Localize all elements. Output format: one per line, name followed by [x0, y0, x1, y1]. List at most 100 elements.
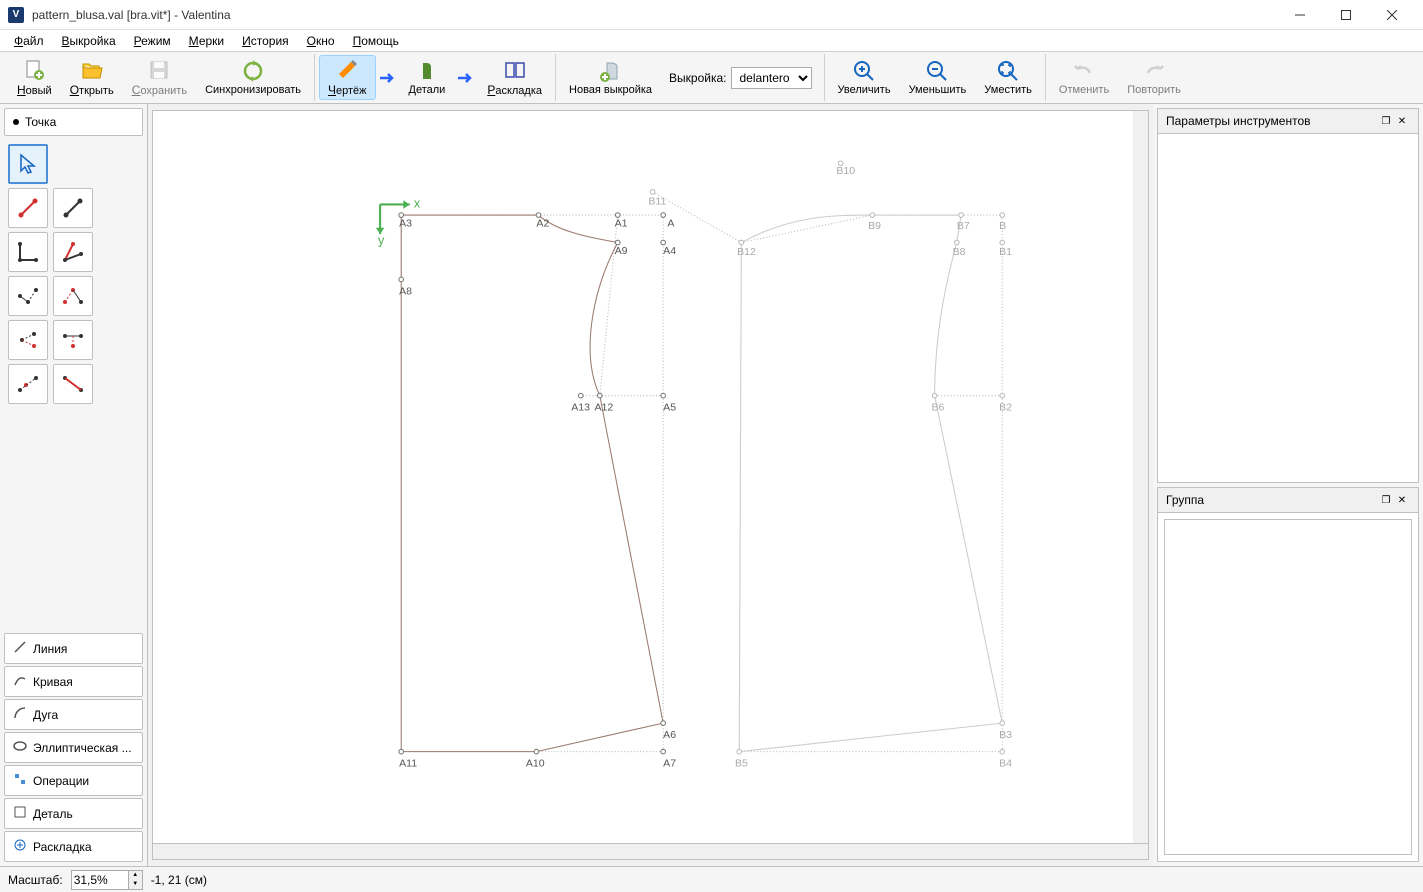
- zoom-fit-icon: [996, 59, 1020, 83]
- titlebar: V pattern_blusa.val [bra.vit*] - Valenti…: [0, 0, 1423, 30]
- details-mode-button[interactable]: Детали: [400, 56, 455, 99]
- svg-text:A9: A9: [615, 245, 628, 257]
- scale-spinner[interactable]: ▲▼: [71, 870, 143, 890]
- category-line[interactable]: Линия: [4, 633, 143, 664]
- point-tool-4[interactable]: [53, 232, 93, 272]
- point-tool-3[interactable]: [8, 232, 48, 272]
- category-arc[interactable]: Дуга: [4, 699, 143, 730]
- ellipse-icon: [13, 739, 27, 756]
- new-pattern-button[interactable]: Новая выкройка: [560, 56, 661, 99]
- undock-icon[interactable]: ❐: [1378, 492, 1394, 508]
- horizontal-scrollbar[interactable]: [152, 844, 1149, 860]
- scale-label: Масштаб:: [8, 873, 63, 887]
- point-tool-1[interactable]: [8, 188, 48, 228]
- tool-params-body: [1158, 134, 1418, 482]
- svg-text:B10: B10: [836, 165, 855, 177]
- point-tool-5[interactable]: [8, 276, 48, 316]
- category-detail[interactable]: Деталь: [4, 798, 143, 829]
- app-icon: V: [8, 7, 24, 23]
- close-panel-icon[interactable]: ✕: [1394, 113, 1410, 129]
- toolbar: Новый Открыть Сохранить Синхронизировать…: [0, 52, 1423, 104]
- category-curve[interactable]: Кривая: [4, 666, 143, 697]
- pattern-dropdown[interactable]: delantero: [731, 67, 812, 89]
- menu-помощь[interactable]: Помощь: [345, 32, 407, 50]
- zoom-in-button[interactable]: Увеличить: [829, 56, 900, 99]
- drawing-canvas[interactable]: xyAA1A2A3A4A5A6A7A8A9A10A11A12A13BB1B2B3…: [152, 110, 1149, 844]
- minimize-button[interactable]: [1277, 0, 1323, 30]
- svg-text:A: A: [667, 218, 675, 230]
- draft-label: Чертёж: [328, 83, 367, 97]
- draft-mode-button[interactable]: Чертёж: [319, 55, 376, 100]
- point-tool-2[interactable]: [53, 188, 93, 228]
- window-title: pattern_blusa.val [bra.vit*] - Valentina: [32, 8, 1277, 22]
- sync-button[interactable]: Синхронизировать: [196, 56, 310, 99]
- category-list: ЛинияКривая Дуга Эллиптическая ... Операции…: [4, 633, 143, 862]
- category-label: Раскладка: [33, 840, 92, 854]
- group-panel: Группа ❐ ✕: [1157, 487, 1419, 862]
- statusbar: Масштаб: ▲▼ -1, 21 (см): [0, 866, 1423, 892]
- main-area: Точка ЛинияКривая Дуга Эллиптическая ... Оп…: [0, 104, 1423, 866]
- point-tool-9[interactable]: [8, 364, 48, 404]
- category-ops[interactable]: Операции: [4, 765, 143, 796]
- open-button[interactable]: Открыть: [61, 55, 123, 100]
- pattern-label: Выкройка:: [669, 71, 726, 85]
- spinner-down[interactable]: ▼: [128, 880, 142, 889]
- spinner-up[interactable]: ▲: [128, 871, 142, 880]
- svg-text:A4: A4: [663, 245, 676, 257]
- point-category-header[interactable]: Точка: [4, 108, 143, 136]
- close-button[interactable]: [1369, 0, 1415, 30]
- menu-история[interactable]: История: [234, 32, 297, 50]
- svg-text:B7: B7: [957, 220, 970, 232]
- svg-text:B4: B4: [999, 757, 1012, 769]
- menu-выкройка[interactable]: Выкройка: [54, 32, 124, 50]
- point-tool-8[interactable]: [53, 320, 93, 360]
- point-category-label: Точка: [25, 115, 56, 129]
- category-ellipse[interactable]: Эллиптическая ...: [4, 732, 143, 763]
- svg-text:B11: B11: [648, 195, 666, 207]
- tool-params-panel: Параметры инструментов ❐ ✕: [1157, 108, 1419, 483]
- group-body: [1164, 519, 1412, 855]
- menu-мерки[interactable]: Мерки: [181, 32, 232, 50]
- arrow-tool[interactable]: [8, 144, 48, 184]
- new-button[interactable]: Новый: [8, 55, 61, 100]
- vertical-scrollbar[interactable]: [1133, 110, 1149, 844]
- svg-text:B12: B12: [737, 246, 756, 258]
- redo-button: Повторить: [1118, 56, 1190, 99]
- svg-text:A2: A2: [536, 218, 549, 230]
- tool-params-header: Параметры инструментов ❐ ✕: [1158, 109, 1418, 134]
- redo-label: Повторить: [1127, 84, 1181, 96]
- draft-icon: [335, 58, 359, 82]
- zoom-fit-button[interactable]: Уместить: [975, 56, 1041, 99]
- svg-text:x: x: [414, 197, 421, 211]
- point-tool-7[interactable]: [8, 320, 48, 360]
- zoom-out-button[interactable]: Уменьшить: [900, 56, 976, 99]
- arrow-icon: [376, 70, 400, 86]
- point-tool-6[interactable]: [53, 276, 93, 316]
- category-layout[interactable]: Раскладка: [4, 831, 143, 862]
- category-label: Дуга: [33, 708, 58, 722]
- svg-text:B3: B3: [999, 729, 1012, 741]
- zoom-in-label: Увеличить: [838, 84, 891, 96]
- svg-text:A13: A13: [571, 401, 590, 413]
- maximize-button[interactable]: [1323, 0, 1369, 30]
- svg-text:A5: A5: [663, 401, 676, 413]
- category-label: Деталь: [33, 807, 73, 821]
- svg-text:B5: B5: [735, 757, 748, 769]
- svg-text:A12: A12: [595, 401, 614, 413]
- new-file-icon: [22, 58, 46, 82]
- svg-text:A7: A7: [663, 757, 676, 769]
- menu-файл[interactable]: Файл: [6, 32, 52, 50]
- menu-окно[interactable]: Окно: [299, 32, 343, 50]
- close-panel-icon[interactable]: ✕: [1394, 492, 1410, 508]
- menu-режим[interactable]: Режим: [126, 32, 179, 50]
- zoom-out-label: Уменьшить: [909, 84, 967, 96]
- svg-text:A3: A3: [399, 218, 412, 230]
- scale-input[interactable]: [72, 872, 128, 888]
- undock-icon[interactable]: ❐: [1378, 113, 1394, 129]
- point-tool-10[interactable]: [53, 364, 93, 404]
- category-label: Операции: [33, 774, 89, 788]
- ops-icon: [13, 772, 27, 789]
- dot-icon: [13, 119, 19, 125]
- svg-text:B8: B8: [953, 246, 966, 258]
- layout-mode-button[interactable]: Раскладка: [478, 55, 551, 100]
